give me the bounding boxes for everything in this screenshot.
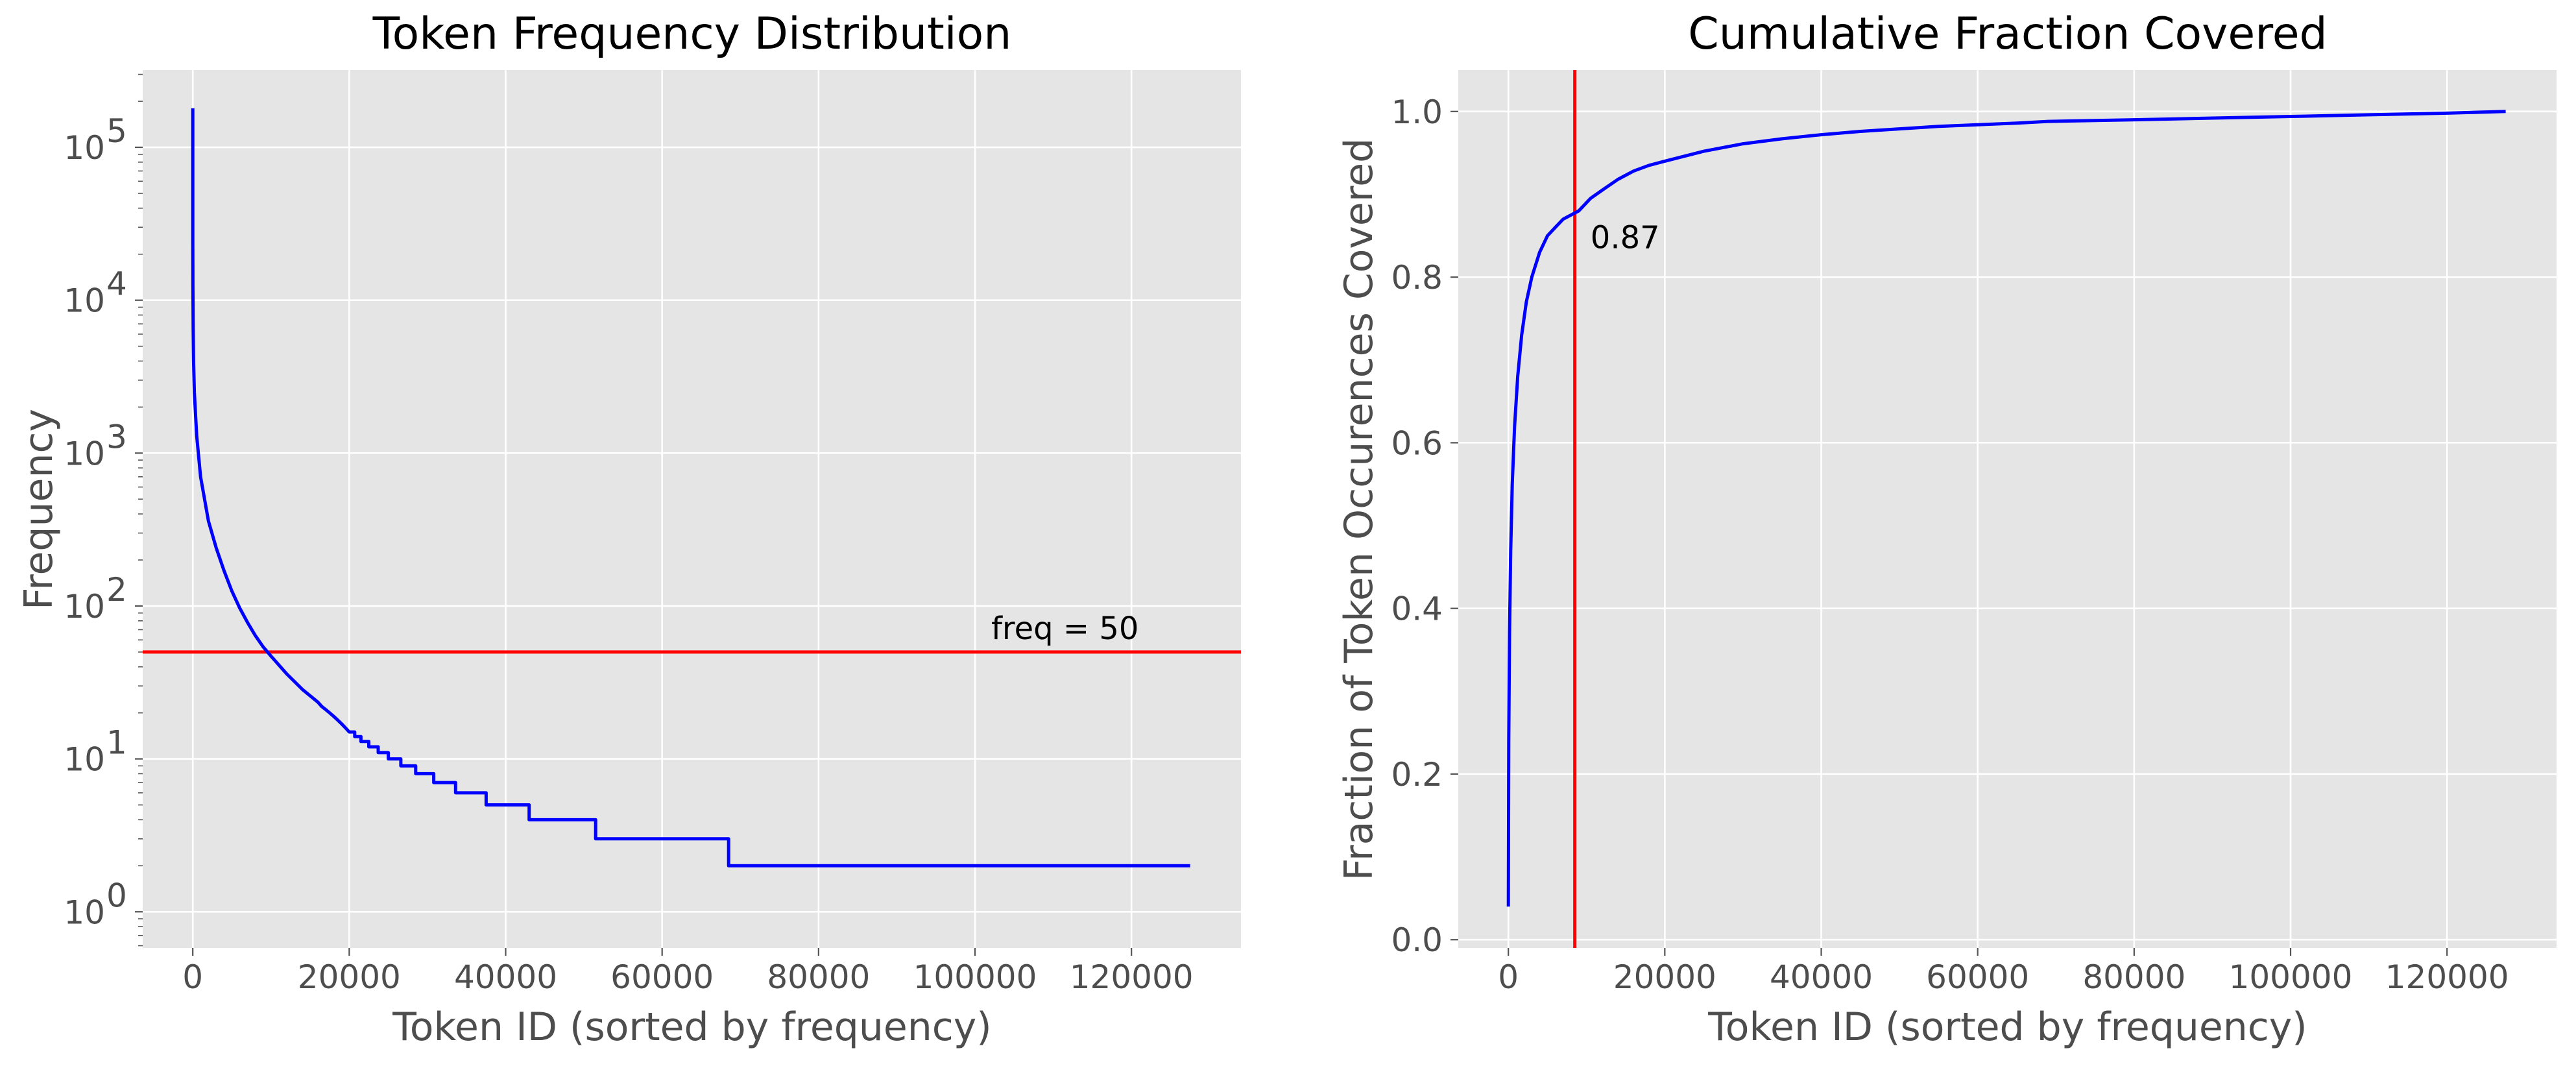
frequency-series-line <box>191 108 1190 868</box>
y-tick-label-exponent: 2 <box>106 571 127 609</box>
coverage-value-label: 0.87 <box>1591 219 1660 256</box>
grid <box>1458 70 2557 948</box>
x-tick-labels: 0 20000 40000 60000 80000 100000 120000 <box>182 958 1193 996</box>
y-tick-label-exponent: 5 <box>106 112 127 150</box>
y-tick-labels: 0.0 0.2 0.4 0.6 0.8 1.0 <box>1391 93 1443 959</box>
x-tick-label: 100000 <box>2229 958 2353 996</box>
x-tick-label: 20000 <box>1613 958 1716 996</box>
x-tick-label: 0 <box>1498 958 1519 996</box>
y-tick-label: 10 <box>64 741 105 779</box>
frequency-distribution-panel: Token Frequency Distribution 0 20000 40000… <box>16 8 1241 1050</box>
y-tick-label: 10 <box>64 129 105 167</box>
x-tick-label: 0 <box>182 958 203 996</box>
x-tick-label: 40000 <box>1770 958 1873 996</box>
x-tick-label: 120000 <box>1070 958 1194 996</box>
y-tick-label: 10 <box>64 435 105 472</box>
y-tick-label: 0.4 <box>1391 590 1443 628</box>
grid <box>143 70 1241 948</box>
y-tick-label: 0.8 <box>1391 259 1443 297</box>
plot-area <box>1458 70 2557 948</box>
x-axis-label: Token ID (sorted by frequency) <box>392 1004 991 1050</box>
cumulative-series-line <box>1506 110 2506 907</box>
cumulative-fraction-panel: Cumulative Fraction Covered 0 20000 40000 6… <box>1336 8 2557 1050</box>
y-tick-label: 0.6 <box>1391 424 1443 462</box>
x-tick-label: 20000 <box>298 958 401 996</box>
axis-ticks <box>135 73 1133 956</box>
x-tick-labels: 0 20000 40000 60000 80000 100000 120000 <box>1498 958 2509 996</box>
y-tick-label: 10 <box>64 588 105 625</box>
plot-area <box>143 70 1241 948</box>
y-axis-label: Fraction of Token Occurences Covered <box>1336 138 1382 880</box>
x-tick-label: 100000 <box>913 958 1037 996</box>
x-tick-label: 40000 <box>454 958 557 996</box>
chart-title: Cumulative Fraction Covered <box>1688 8 2327 60</box>
y-tick-label-exponent: 3 <box>106 418 127 455</box>
chart-title: Token Frequency Distribution <box>372 8 1012 60</box>
y-tick-label: 10 <box>64 282 105 320</box>
y-tick-label-exponent: 0 <box>106 877 127 914</box>
threshold-label: freq = 50 <box>991 611 1138 647</box>
y-axis-label: Frequency <box>16 409 62 610</box>
y-tick-label: 10 <box>64 893 105 931</box>
y-tick-label-exponent: 4 <box>106 265 127 303</box>
x-tick-label: 120000 <box>2385 958 2509 996</box>
axis-ticks <box>1451 110 2448 956</box>
y-tick-label: 1.0 <box>1391 93 1443 131</box>
x-axis-label: Token ID (sorted by frequency) <box>1707 1004 2307 1050</box>
x-tick-label: 60000 <box>1926 958 2029 996</box>
y-tick-label: 0.2 <box>1391 756 1443 794</box>
y-tick-label: 0.0 <box>1391 921 1443 959</box>
x-tick-label: 80000 <box>2082 958 2185 996</box>
y-tick-label-exponent: 1 <box>106 724 127 762</box>
x-tick-label: 60000 <box>610 958 714 996</box>
x-tick-label: 80000 <box>767 958 870 996</box>
